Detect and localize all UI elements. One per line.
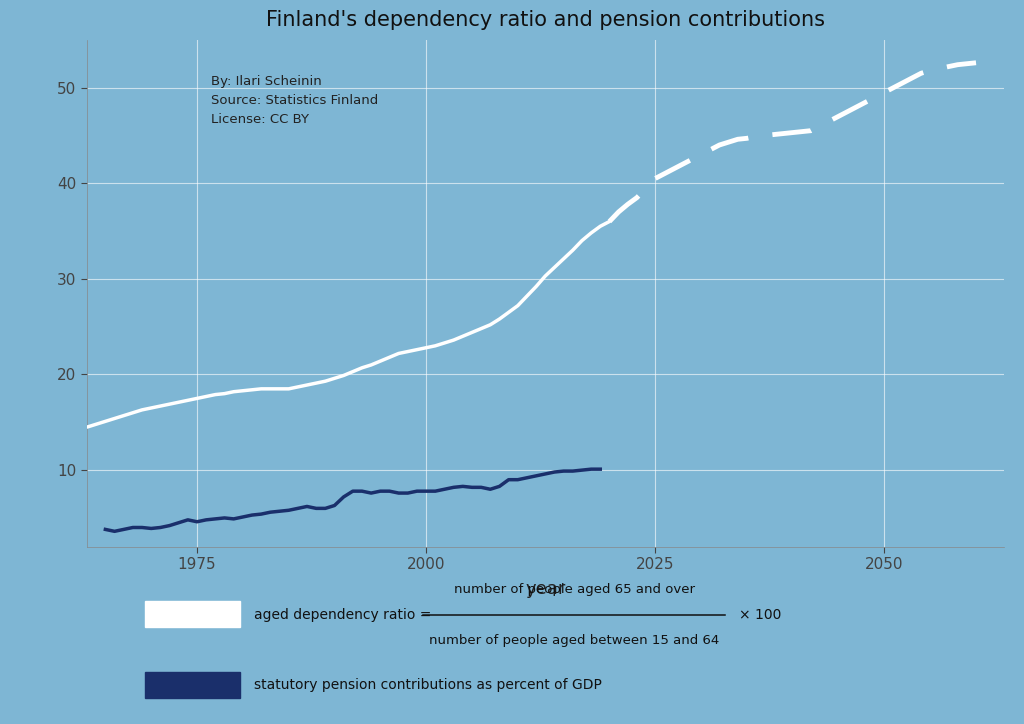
- X-axis label: year: year: [525, 581, 565, 598]
- Text: aged dependency ratio =: aged dependency ratio =: [254, 607, 431, 622]
- Text: By: Ilari Scheinin
Source: Statistics Finland
License: CC BY: By: Ilari Scheinin Source: Statistics Fi…: [211, 75, 378, 126]
- FancyBboxPatch shape: [145, 672, 240, 698]
- Text: × 100: × 100: [739, 607, 781, 622]
- Title: Finland's dependency ratio and pension contributions: Finland's dependency ratio and pension c…: [266, 10, 824, 30]
- Text: number of people aged 65 and over: number of people aged 65 and over: [454, 583, 694, 596]
- Text: number of people aged between 15 and 64: number of people aged between 15 and 64: [429, 634, 719, 647]
- FancyBboxPatch shape: [145, 601, 240, 627]
- Text: statutory pension contributions as percent of GDP: statutory pension contributions as perce…: [254, 678, 602, 692]
